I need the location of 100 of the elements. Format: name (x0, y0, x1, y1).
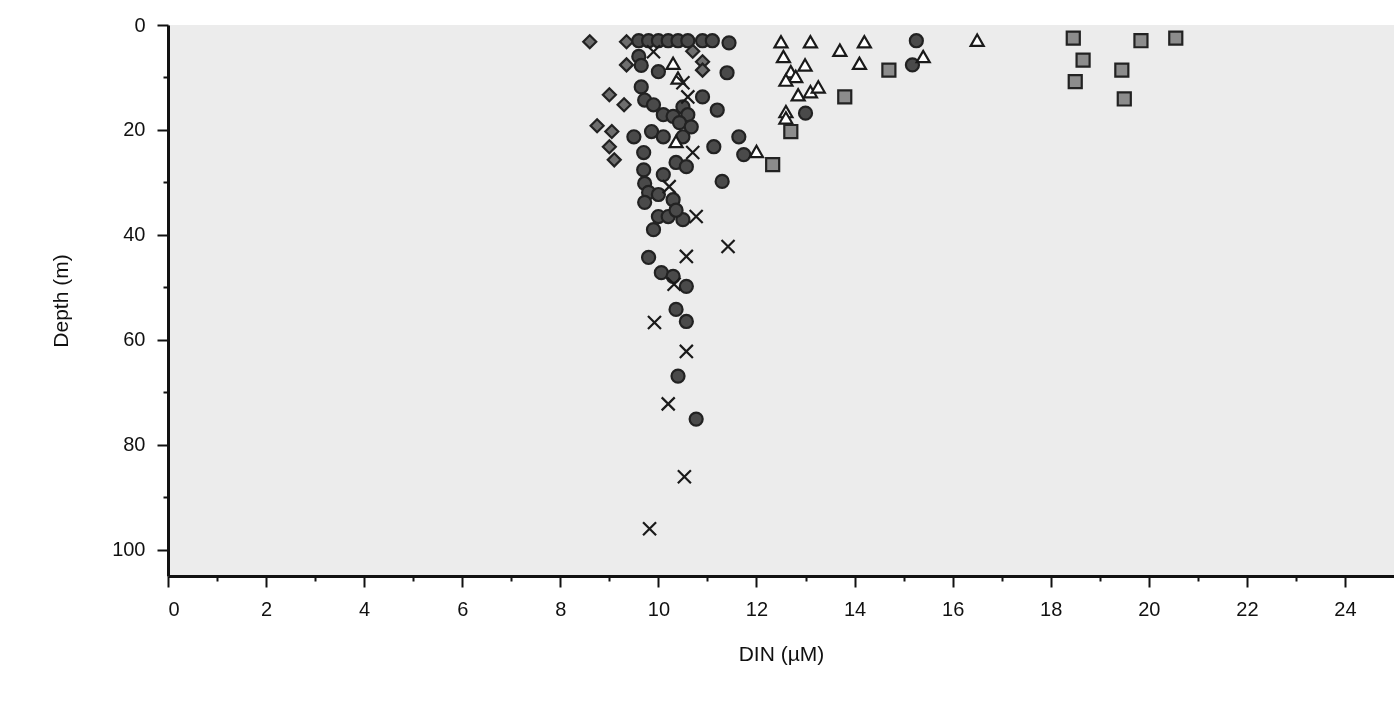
point (1065, 30, 1081, 46)
point (790, 88, 806, 102)
point (714, 173, 730, 189)
point (1075, 52, 1091, 68)
point (904, 57, 921, 73)
y-tick-label: 20 (123, 118, 146, 141)
point (601, 139, 617, 155)
point (775, 49, 792, 64)
point (720, 238, 736, 255)
point (618, 57, 635, 73)
point (688, 208, 704, 225)
point (731, 129, 747, 145)
point (606, 152, 622, 168)
point (748, 144, 765, 159)
point (626, 129, 642, 145)
point (683, 119, 699, 135)
point (802, 35, 819, 49)
point (678, 159, 694, 175)
point (670, 368, 686, 384)
y-axis-title: Depth (m) (49, 254, 73, 348)
point (721, 35, 737, 51)
point (643, 123, 660, 140)
point (778, 111, 794, 125)
point (765, 156, 781, 173)
point (797, 58, 813, 72)
x-tick-label: 14 (843, 597, 867, 620)
point (773, 35, 789, 49)
point (660, 396, 676, 412)
y-tick-label: 60 (123, 328, 146, 351)
point (675, 75, 691, 91)
point (1168, 30, 1184, 46)
point (694, 62, 711, 78)
point (676, 469, 693, 485)
point (636, 162, 652, 178)
point (653, 265, 669, 281)
point (678, 343, 694, 360)
x-tick-label: 10 (647, 597, 671, 620)
x-tick-label: 2 (261, 597, 273, 620)
point (719, 65, 735, 81)
point (678, 278, 694, 294)
point (1133, 33, 1149, 49)
point (706, 139, 722, 155)
point (582, 34, 598, 50)
point (668, 301, 684, 318)
point (636, 144, 652, 161)
x-tick-label: 4 (359, 597, 371, 620)
point (650, 64, 667, 80)
y-tick-label: 80 (123, 433, 146, 456)
point (788, 69, 804, 84)
point (685, 43, 701, 59)
point (655, 129, 671, 145)
point (668, 202, 684, 218)
x-tick-label: 22 (1236, 597, 1259, 620)
point (650, 186, 667, 203)
point (685, 144, 701, 161)
point (680, 33, 696, 49)
x-tick-label: 18 (1040, 597, 1063, 620)
point (633, 57, 649, 74)
point (837, 89, 853, 105)
point (680, 89, 696, 105)
point (810, 80, 826, 94)
x-tick-label: 24 (1334, 597, 1357, 620)
point (969, 33, 985, 47)
point (601, 87, 617, 103)
point (881, 62, 897, 78)
point (637, 194, 653, 210)
point (640, 249, 657, 266)
point (1067, 74, 1083, 90)
x-tick-label: 6 (457, 597, 469, 620)
point (604, 123, 620, 140)
point (704, 33, 720, 49)
y-tick-label: 40 (123, 223, 146, 246)
point (736, 147, 752, 163)
point (661, 179, 677, 195)
point (709, 102, 725, 118)
point (666, 276, 682, 292)
point (908, 33, 924, 49)
point (665, 56, 681, 71)
point (832, 43, 848, 57)
point (645, 222, 662, 238)
point (645, 97, 662, 113)
point (678, 313, 694, 330)
point (851, 56, 868, 71)
point (645, 44, 662, 60)
point (646, 314, 663, 331)
point (668, 134, 684, 149)
y-tick-label: 100 (112, 538, 146, 561)
point (633, 79, 649, 95)
point (783, 123, 799, 140)
point (655, 166, 671, 183)
point (1114, 62, 1130, 78)
point (694, 89, 711, 105)
point (915, 49, 931, 64)
point (1116, 91, 1132, 107)
x-tick-label: 12 (745, 597, 769, 620)
point (778, 73, 794, 87)
x-axis-title: DIN (µM) (738, 641, 825, 665)
point (616, 97, 632, 113)
x-tick-label: 0 (168, 597, 180, 620)
x-tick-label: 16 (942, 597, 965, 620)
